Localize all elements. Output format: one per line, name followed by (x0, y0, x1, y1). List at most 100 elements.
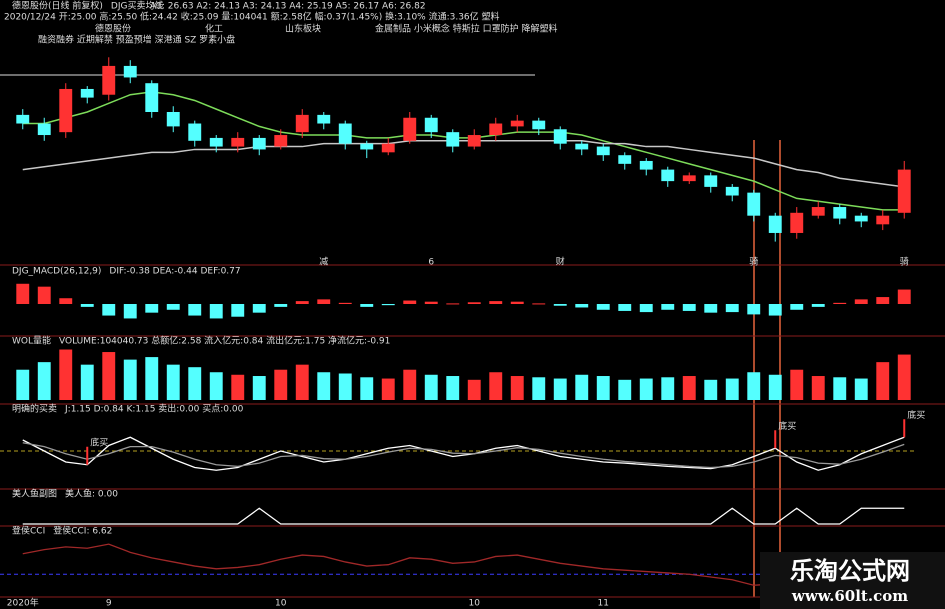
bar (102, 352, 116, 400)
candle-body (123, 65, 137, 78)
bar (467, 379, 481, 400)
candle-body (532, 120, 546, 130)
candle-body (897, 169, 911, 213)
bar (833, 302, 847, 304)
bar (80, 304, 94, 307)
bar (338, 373, 352, 400)
x-tick-label: 财 (556, 256, 565, 268)
candle-body (661, 169, 675, 182)
bar (231, 304, 245, 317)
candle-body (704, 175, 718, 187)
line (22, 436, 905, 471)
bar (188, 304, 202, 316)
candle-body (854, 215, 868, 222)
bar (424, 374, 438, 400)
annotation: 底买 (90, 436, 108, 448)
bar (725, 378, 739, 400)
x-tick-label: 骑 (900, 256, 909, 268)
bar (854, 378, 868, 400)
candle-body (596, 146, 610, 156)
x-tick-label: 2020年 (7, 597, 39, 609)
bar (553, 378, 567, 400)
bar (209, 304, 223, 319)
bar (532, 377, 546, 400)
x-tick-label: 减 (319, 256, 328, 268)
chart-title: 德恩股份(日线 前复权) (12, 0, 103, 12)
bar (317, 299, 331, 304)
bar (403, 300, 417, 304)
candle-body (381, 143, 395, 153)
candle-body (811, 207, 825, 216)
candle-body (618, 155, 632, 164)
bar (489, 301, 503, 304)
bar (123, 304, 137, 319)
candle-body (274, 135, 288, 147)
panel-title: 登侯CCI (12, 525, 45, 537)
candle-body (102, 65, 116, 95)
line (22, 442, 905, 469)
tag: 化工 (205, 23, 223, 35)
bar (231, 374, 245, 400)
x-tick-label: 10 (275, 599, 287, 609)
bar (682, 304, 696, 311)
bar (338, 302, 352, 304)
bar (37, 362, 51, 400)
bar (510, 301, 524, 304)
bar (553, 304, 567, 306)
bar (596, 304, 610, 310)
line (22, 507, 905, 525)
bar (876, 362, 890, 400)
tag: 金属制品 小米概念 特斯拉 口罩防护 降解塑料 (375, 23, 557, 35)
candle-body (166, 112, 180, 127)
bar (639, 304, 653, 313)
panel-title: 美人鱼副图 (12, 488, 57, 500)
candle-body (424, 117, 438, 133)
panel-readout: VOLUME:104040.73 总额亿:2.58 流入亿元:0.84 流出亿元… (59, 335, 390, 347)
bar (747, 304, 761, 315)
bar (59, 298, 73, 304)
bar (575, 304, 589, 308)
tag: 山东板块 (285, 23, 321, 35)
bar (704, 304, 718, 313)
bar (768, 374, 782, 400)
candle-body (231, 137, 245, 147)
x-tick-label: 6 (428, 258, 434, 268)
bar (725, 304, 739, 313)
bar (274, 304, 288, 307)
candle-body (403, 117, 417, 141)
bar (596, 376, 610, 400)
bar (403, 369, 417, 400)
bar (876, 297, 890, 304)
annotation: 底买 (907, 409, 925, 421)
x-tick-label: 9 (106, 599, 112, 609)
bar (317, 372, 331, 400)
candle-body (59, 88, 73, 133)
bar (166, 364, 180, 400)
bar (446, 303, 460, 305)
bar (37, 286, 51, 304)
tag: 德恩股份 (95, 23, 131, 35)
candle-body (37, 123, 51, 136)
bar (123, 359, 137, 400)
bar (145, 304, 159, 313)
indicator-title: DJG买卖均线 (111, 0, 164, 12)
bar (166, 304, 180, 310)
line (22, 543, 905, 586)
bar (768, 304, 782, 316)
bar (16, 283, 30, 304)
x-tick-label: 骑 (749, 256, 758, 268)
bar (209, 372, 223, 400)
candle-body (876, 215, 890, 225)
panel-title: WOL量能 (12, 335, 51, 347)
x-tick-label: 11 (598, 599, 609, 609)
indicator-values: A1: 26.63 A2: 24.13 A3: 24.13 A4: 25.19 … (150, 2, 426, 12)
bar (446, 376, 460, 400)
moving-average (22, 140, 905, 188)
bar (145, 357, 159, 400)
candle-body (682, 175, 696, 182)
bar (790, 369, 804, 400)
annotation: 底买 (778, 420, 796, 432)
candle-body (725, 186, 739, 196)
subtitle: 2020/12/24 开:25.00 高:25.50 低:24.42 收:25.… (4, 11, 500, 23)
